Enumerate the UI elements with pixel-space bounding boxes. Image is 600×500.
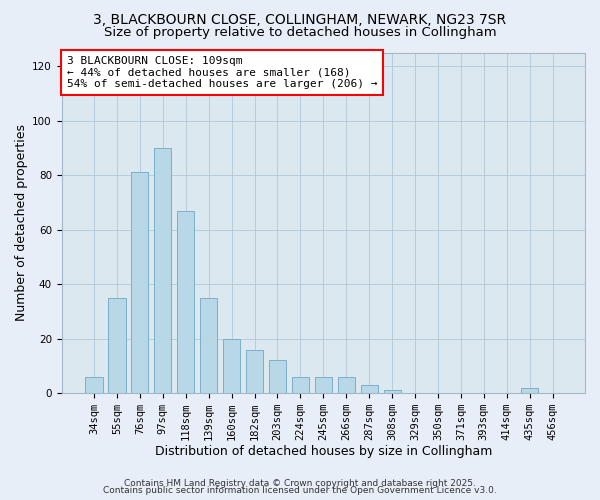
Bar — [223, 338, 240, 393]
Bar — [315, 377, 332, 393]
Bar — [85, 377, 103, 393]
Text: 3, BLACKBOURN CLOSE, COLLINGHAM, NEWARK, NG23 7SR: 3, BLACKBOURN CLOSE, COLLINGHAM, NEWARK,… — [94, 12, 506, 26]
Text: Contains HM Land Registry data © Crown copyright and database right 2025.: Contains HM Land Registry data © Crown c… — [124, 478, 476, 488]
Bar — [269, 360, 286, 393]
Bar — [521, 388, 538, 393]
X-axis label: Distribution of detached houses by size in Collingham: Distribution of detached houses by size … — [155, 444, 492, 458]
Bar — [383, 390, 401, 393]
Bar — [177, 210, 194, 393]
Bar — [154, 148, 172, 393]
Bar — [361, 385, 378, 393]
Bar — [109, 298, 125, 393]
Bar — [292, 377, 309, 393]
Y-axis label: Number of detached properties: Number of detached properties — [15, 124, 28, 322]
Bar — [131, 172, 148, 393]
Text: 3 BLACKBOURN CLOSE: 109sqm
← 44% of detached houses are smaller (168)
54% of sem: 3 BLACKBOURN CLOSE: 109sqm ← 44% of deta… — [67, 56, 377, 89]
Bar — [246, 350, 263, 393]
Text: Contains public sector information licensed under the Open Government Licence v3: Contains public sector information licen… — [103, 486, 497, 495]
Bar — [338, 377, 355, 393]
Text: Size of property relative to detached houses in Collingham: Size of property relative to detached ho… — [104, 26, 496, 39]
Bar — [200, 298, 217, 393]
